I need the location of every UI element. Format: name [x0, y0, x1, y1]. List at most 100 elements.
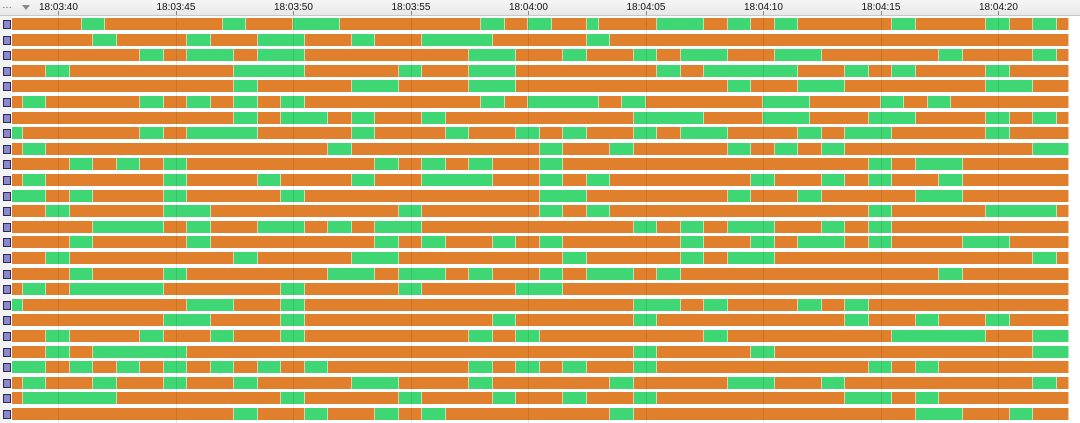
timeline-row[interactable]	[0, 64, 1080, 80]
idle-segment[interactable]	[469, 64, 517, 77]
idle-segment[interactable]	[516, 361, 540, 374]
busy-segment[interactable]	[340, 18, 481, 30]
row-handle-icon[interactable]	[3, 316, 11, 326]
busy-segment[interactable]	[328, 408, 376, 420]
idle-segment[interactable]	[633, 392, 658, 405]
busy-segment[interactable]	[492, 267, 540, 280]
idle-segment[interactable]	[422, 408, 446, 420]
busy-segment[interactable]	[645, 96, 763, 108]
busy-segment[interactable]	[704, 111, 763, 124]
idle-segment[interactable]	[633, 314, 658, 327]
busy-segment[interactable]	[504, 96, 528, 108]
idle-segment[interactable]	[187, 33, 211, 46]
idle-segment[interactable]	[727, 142, 752, 155]
timeline-row[interactable]	[0, 360, 1080, 376]
busy-segment[interactable]	[845, 236, 869, 249]
busy-segment[interactable]	[962, 174, 1069, 186]
idle-segment[interactable]	[398, 392, 423, 405]
idle-segment[interactable]	[69, 267, 94, 280]
idle-segment[interactable]	[281, 298, 305, 311]
idle-segment[interactable]	[539, 158, 564, 171]
idle-segment[interactable]	[187, 298, 235, 311]
idle-segment[interactable]	[704, 64, 799, 77]
idle-segment[interactable]	[798, 189, 822, 202]
busy-segment[interactable]	[1056, 18, 1069, 30]
busy-segment[interactable]	[210, 33, 258, 46]
busy-segment[interactable]	[939, 361, 1069, 374]
busy-segment[interactable]	[304, 189, 540, 202]
busy-segment[interactable]	[12, 345, 47, 358]
idle-segment[interactable]	[563, 49, 587, 62]
busy-segment[interactable]	[469, 127, 517, 140]
busy-segment[interactable]	[257, 408, 305, 420]
busy-segment[interactable]	[563, 267, 587, 280]
busy-segment[interactable]	[234, 49, 258, 62]
busy-segment[interactable]	[810, 111, 869, 124]
idle-segment[interactable]	[774, 49, 822, 62]
busy-segment[interactable]	[962, 408, 1010, 420]
timeline-row[interactable]	[0, 282, 1080, 298]
busy-segment[interactable]	[12, 376, 23, 389]
busy-segment[interactable]	[210, 236, 376, 249]
busy-segment[interactable]	[610, 33, 1069, 46]
busy-segment[interactable]	[892, 174, 940, 186]
busy-segment[interactable]	[12, 392, 23, 405]
idle-segment[interactable]	[351, 33, 376, 46]
busy-segment[interactable]	[12, 18, 82, 30]
busy-segment[interactable]	[12, 220, 94, 233]
busy-segment[interactable]	[610, 205, 869, 218]
timeline-row[interactable]	[0, 173, 1080, 189]
busy-segment[interactable]	[539, 361, 564, 374]
busy-segment[interactable]	[798, 18, 893, 30]
idle-segment[interactable]	[375, 158, 399, 171]
busy-segment[interactable]	[328, 361, 470, 374]
idle-segment[interactable]	[798, 236, 846, 249]
idle-segment[interactable]	[751, 174, 775, 186]
idle-segment[interactable]	[751, 236, 775, 249]
idle-segment[interactable]	[539, 142, 564, 155]
busy-segment[interactable]	[892, 158, 916, 171]
busy-segment[interactable]	[868, 298, 1069, 311]
idle-segment[interactable]	[516, 127, 540, 140]
idle-segment[interactable]	[516, 283, 564, 296]
busy-segment[interactable]	[516, 64, 658, 77]
timeline-row[interactable]	[0, 251, 1080, 267]
idle-segment[interactable]	[234, 408, 258, 420]
idle-segment[interactable]	[46, 64, 70, 77]
idle-segment[interactable]	[375, 220, 423, 233]
busy-segment[interactable]	[563, 158, 869, 171]
idle-segment[interactable]	[892, 64, 916, 77]
idle-segment[interactable]	[422, 174, 493, 186]
idle-segment[interactable]	[586, 267, 634, 280]
idle-segment[interactable]	[680, 252, 705, 264]
busy-segment[interactable]	[504, 18, 528, 30]
idle-segment[interactable]	[328, 220, 352, 233]
idle-segment[interactable]	[763, 96, 810, 108]
idle-segment[interactable]	[986, 127, 1010, 140]
idle-segment[interactable]	[868, 361, 893, 374]
busy-segment[interactable]	[187, 345, 634, 358]
idle-segment[interactable]	[915, 158, 963, 171]
busy-segment[interactable]	[445, 111, 634, 124]
busy-segment[interactable]	[657, 392, 846, 405]
busy-segment[interactable]	[774, 252, 1034, 264]
busy-segment[interactable]	[845, 80, 987, 93]
busy-segment[interactable]	[1009, 236, 1069, 249]
row-handle-icon[interactable]	[3, 66, 11, 76]
busy-segment[interactable]	[328, 111, 352, 124]
idle-segment[interactable]	[680, 236, 705, 249]
idle-segment[interactable]	[516, 330, 540, 342]
busy-segment[interactable]	[257, 127, 352, 140]
timeline-row[interactable]	[0, 111, 1080, 127]
idle-segment[interactable]	[481, 96, 505, 108]
idle-segment[interactable]	[563, 252, 587, 264]
idle-segment[interactable]	[163, 376, 188, 389]
busy-segment[interactable]	[680, 298, 705, 311]
busy-segment[interactable]	[234, 298, 282, 311]
idle-segment[interactable]	[469, 158, 493, 171]
busy-segment[interactable]	[187, 376, 235, 389]
idle-segment[interactable]	[12, 127, 23, 140]
busy-segment[interactable]	[657, 127, 681, 140]
idle-segment[interactable]	[633, 345, 658, 358]
busy-segment[interactable]	[633, 376, 728, 389]
